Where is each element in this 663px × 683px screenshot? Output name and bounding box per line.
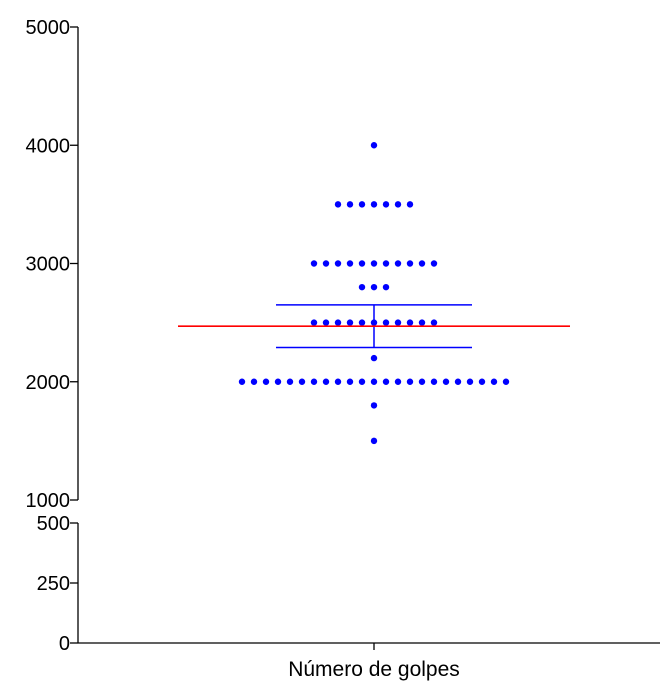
y-tick-label: 0 [59, 633, 70, 655]
data-point [358, 319, 366, 326]
data-point [406, 201, 414, 208]
data-point [478, 378, 486, 385]
data-point [310, 260, 318, 267]
data-point [322, 378, 330, 385]
data-point [370, 354, 378, 362]
data-point [430, 260, 438, 267]
y-tick-label: 1000 [26, 490, 71, 512]
data-point [382, 201, 390, 208]
data-point [250, 378, 258, 385]
data-point [370, 437, 378, 445]
data-point [430, 319, 438, 326]
data-point [406, 319, 414, 326]
data-point [418, 260, 426, 267]
data-point [286, 378, 294, 385]
data-point [358, 378, 366, 385]
data-point [370, 260, 378, 267]
data-point [310, 378, 318, 385]
data-point [370, 378, 378, 385]
y-tick-label: 500 [37, 513, 70, 535]
data-point [370, 283, 378, 291]
data-point [382, 283, 390, 291]
data-point [382, 260, 390, 267]
y-tick-label: 2000 [26, 372, 71, 394]
data-point [358, 201, 366, 208]
data-point [382, 319, 390, 326]
data-point [442, 378, 450, 385]
data-point [382, 378, 390, 385]
data-point [394, 201, 402, 208]
data-point [358, 260, 366, 267]
data-point [418, 319, 426, 326]
data-point [394, 378, 402, 385]
data-point [466, 378, 474, 385]
data-point [346, 319, 354, 326]
axes [77, 27, 660, 650]
data-point [334, 260, 342, 267]
data-point [334, 319, 342, 326]
data-point [454, 378, 462, 385]
y-tick-label: 5000 [26, 17, 71, 39]
data-point [406, 378, 414, 385]
data-point [298, 378, 306, 385]
data-point [370, 142, 378, 149]
data-point [334, 201, 342, 208]
x-category-label: Número de golpes [288, 658, 460, 681]
data-point [418, 378, 426, 385]
data-points [238, 142, 510, 445]
y-tick-label: 3000 [26, 254, 71, 276]
data-point [274, 378, 282, 385]
data-point [394, 260, 402, 267]
data-point [262, 378, 270, 385]
summary-stats [178, 304, 570, 349]
data-point [322, 260, 330, 267]
data-point [310, 319, 318, 326]
data-point [394, 319, 402, 326]
data-point [238, 378, 246, 385]
data-point [358, 283, 366, 291]
data-point [322, 319, 330, 326]
data-point [346, 201, 354, 208]
y-tick-label: 250 [37, 573, 70, 595]
data-point [502, 378, 510, 385]
data-point [490, 378, 498, 385]
data-point [346, 260, 354, 267]
data-point [406, 260, 414, 267]
data-point [334, 378, 342, 385]
data-point [370, 402, 378, 409]
data-point [370, 201, 378, 208]
data-point [430, 378, 438, 385]
y-tick-label: 4000 [26, 135, 71, 157]
data-point [346, 378, 354, 385]
